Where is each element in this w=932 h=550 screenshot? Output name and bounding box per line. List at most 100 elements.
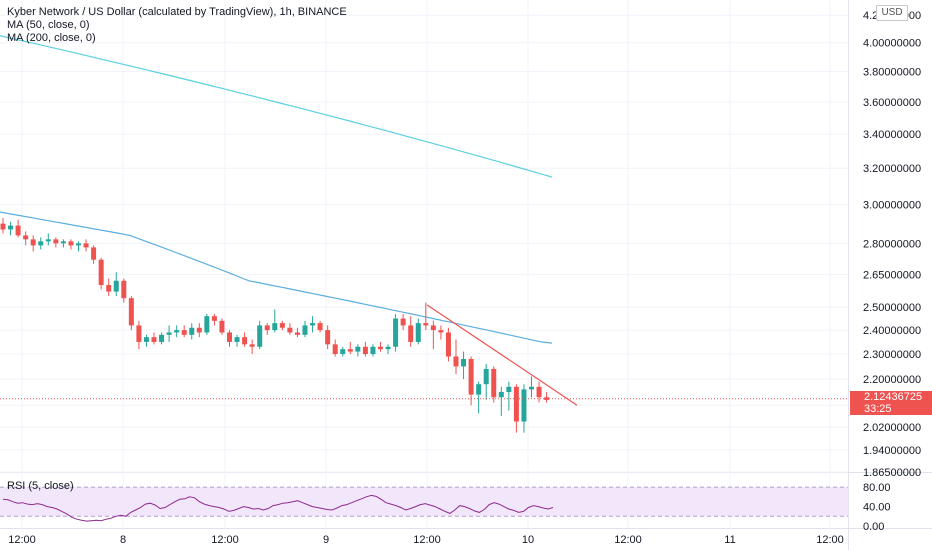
price-tick: 3.60000000 — [863, 97, 921, 109]
candle-body — [53, 239, 59, 244]
candle-body — [45, 239, 51, 242]
time-tick: 10 — [522, 534, 534, 546]
currency-button[interactable]: USD — [876, 5, 908, 21]
candle-body — [430, 325, 436, 331]
time-tick: 11 — [724, 534, 735, 546]
last-price-value: 2.12436725 — [864, 390, 923, 403]
price-tick: 2.20000000 — [863, 374, 921, 386]
candle-body — [279, 323, 285, 328]
rsi-tick: 80.00 — [863, 482, 891, 494]
candle-body — [68, 241, 74, 246]
candle-body — [536, 386, 542, 398]
time-axis[interactable]: 12:00 8 12:00 9 12:00 10 12:00 11 12:00 — [8, 534, 844, 546]
candle-body — [159, 334, 165, 342]
ma50-legend[interactable]: MA (50, close, 0) — [7, 19, 90, 31]
candle-body — [513, 386, 519, 422]
candle-body — [136, 325, 142, 342]
candle-body — [302, 325, 308, 335]
rsi-tick: 0.00 — [863, 521, 884, 533]
candle-body — [498, 391, 504, 398]
candle-body — [272, 323, 278, 331]
candle-body — [340, 349, 346, 355]
candle-body — [415, 323, 421, 342]
candle-body — [204, 316, 210, 333]
candle-body — [385, 346, 391, 350]
ma200-legend[interactable]: MA (200, close, 0) — [7, 32, 96, 44]
candle-body — [325, 330, 331, 345]
candle-body — [461, 358, 467, 367]
candle-body — [98, 259, 104, 286]
candle-body — [355, 346, 361, 352]
price-axis[interactable]: 4.200000004.000000003.800000003.60000000… — [848, 0, 922, 550]
candle-body — [106, 285, 112, 292]
candle-body — [362, 346, 368, 355]
last-price-tag: 2.12436725 33:25 — [850, 390, 932, 415]
price-tick: 2.65000000 — [863, 269, 921, 281]
price-tick: 1.94000000 — [863, 445, 921, 457]
candle-body — [143, 337, 149, 342]
price-tick: 2.40000000 — [863, 325, 921, 337]
time-tick: 12:00 — [211, 534, 239, 546]
candle-body — [60, 241, 66, 244]
candle-body — [174, 330, 180, 333]
price-tick: 3.80000000 — [863, 67, 921, 79]
rsi-tick: 40.00 — [863, 502, 891, 514]
candle-body — [408, 325, 414, 342]
candle-body — [453, 356, 459, 367]
candle-body — [15, 225, 21, 236]
candle-body — [400, 318, 406, 326]
candle-body — [332, 344, 338, 355]
candle-body — [317, 323, 323, 331]
candle-body — [393, 318, 399, 347]
candle-body — [76, 243, 81, 246]
time-tick: 12:00 — [8, 534, 36, 546]
candle-body — [249, 344, 255, 347]
candle-body — [113, 280, 119, 292]
rsi-band — [0, 487, 848, 517]
candle-body — [294, 332, 300, 335]
candle-body — [121, 280, 127, 299]
candle-body — [8, 225, 14, 230]
time-tick: 8 — [120, 534, 126, 546]
candle-body — [151, 337, 157, 342]
time-tick: 12:00 — [816, 534, 844, 546]
trendline[interactable] — [426, 304, 578, 406]
price-tick: 2.50000000 — [863, 302, 921, 314]
candle-body — [30, 239, 36, 246]
candle-body — [83, 243, 89, 248]
candle-body — [242, 337, 248, 345]
candle-body — [234, 337, 240, 342]
candle-body — [0, 223, 6, 230]
price-tick: 3.00000000 — [863, 200, 921, 212]
candle-body — [128, 298, 134, 326]
candle-body — [529, 386, 534, 390]
chart-title: Kyber Network / US Dollar (calculated by… — [7, 6, 347, 18]
ma200-path — [0, 35, 553, 178]
time-tick: 12:00 — [614, 534, 642, 546]
ma200-line — [0, 35, 553, 178]
candle-body — [491, 368, 497, 398]
price-tick: 1.86500000 — [863, 467, 921, 479]
candle-body — [506, 386, 512, 392]
candles-group — [0, 217, 550, 433]
ma50-path — [0, 211, 553, 344]
candle-body — [38, 241, 44, 246]
candle-body — [445, 332, 451, 357]
candle-body — [189, 327, 195, 335]
candle-body — [23, 235, 29, 240]
rsi-pane — [0, 486, 848, 522]
price-tick: 2.30000000 — [863, 349, 921, 361]
candle-body — [370, 346, 376, 355]
candle-body — [181, 330, 187, 335]
rsi-legend[interactable]: RSI (5, close) — [7, 480, 74, 492]
candle-body — [483, 368, 489, 385]
price-tick: 3.20000000 — [863, 163, 921, 175]
candle-body — [423, 323, 429, 326]
candle-body — [196, 327, 202, 333]
price-tick: 3.40000000 — [863, 129, 921, 141]
candle-body — [378, 346, 383, 350]
candle-body — [227, 332, 232, 342]
candle-body — [91, 247, 97, 260]
candle-body — [287, 327, 293, 333]
